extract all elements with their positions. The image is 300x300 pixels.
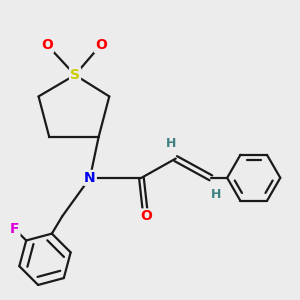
Text: O: O	[95, 38, 107, 52]
Text: F: F	[10, 222, 20, 236]
Text: H: H	[211, 188, 221, 201]
Text: O: O	[140, 209, 152, 224]
Text: N: N	[84, 171, 96, 185]
Text: H: H	[166, 137, 177, 150]
Text: O: O	[41, 38, 53, 52]
Text: S: S	[70, 68, 80, 82]
